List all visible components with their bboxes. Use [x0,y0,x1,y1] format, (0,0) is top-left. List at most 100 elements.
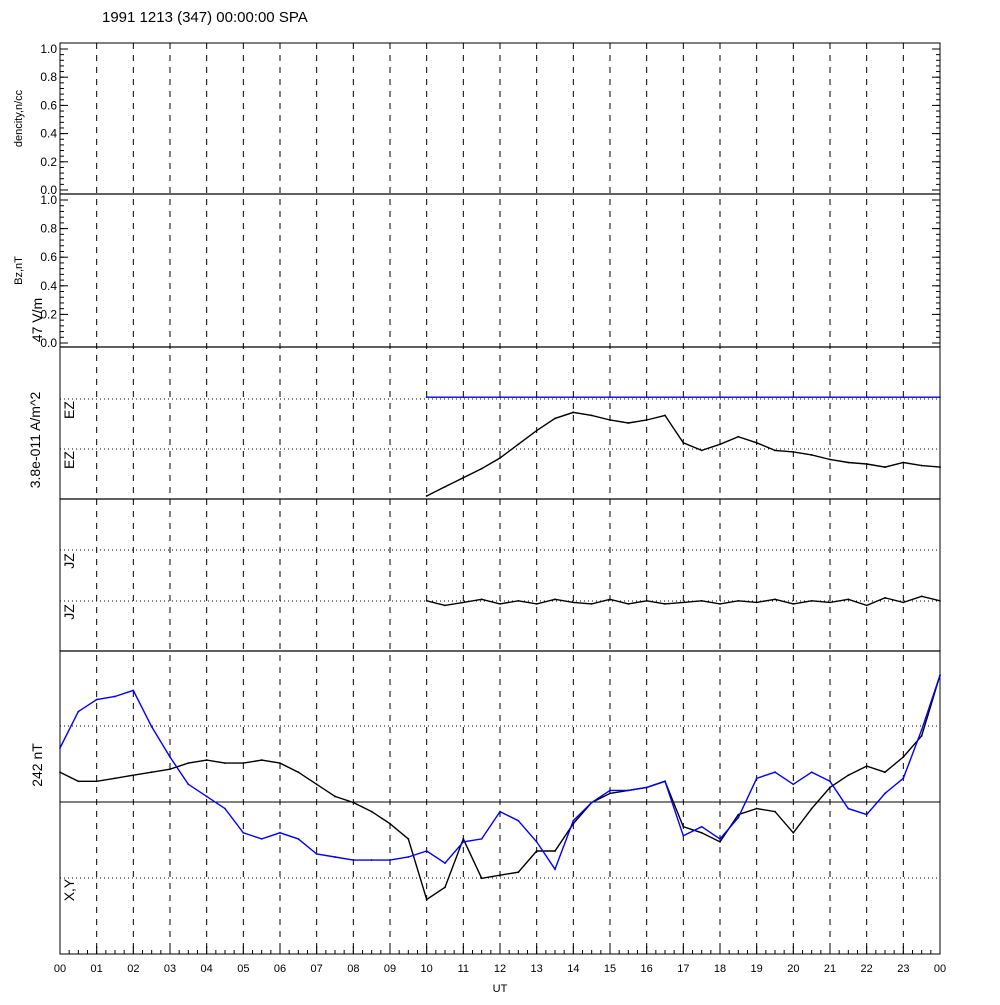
data-point [315,783,318,786]
data-point [792,450,795,453]
data-point [462,601,465,604]
data-point [535,602,538,605]
y-tick-label: 0.4 [40,127,57,141]
data-point [737,599,740,602]
y-tick-label: 0.8 [40,222,57,236]
data-point [590,801,593,804]
data-point [792,783,795,786]
data-point [737,816,740,819]
x-tick-label: 18 [714,963,726,975]
data-point [645,599,648,602]
data-point [499,457,501,459]
data-point [902,601,905,604]
data-point [884,596,886,599]
data-point [590,602,593,605]
data-point [150,771,153,774]
data-point [792,831,795,834]
data-point [682,834,685,837]
data-point [627,602,630,605]
data-point [810,599,813,602]
data-point [499,874,501,877]
data-point [884,792,886,795]
data-point [847,774,850,777]
data-point [774,598,776,601]
data-point [260,759,263,761]
data-point [572,819,575,822]
x-tick-label: 00 [934,963,946,975]
x-tick-label: 22 [861,963,873,975]
data-point [517,443,520,446]
data-point [847,807,850,810]
data-point [682,441,685,444]
data-point [664,602,666,605]
data-point [425,850,428,852]
data-point [902,756,905,758]
y-tick-label: 0.8 [40,70,57,84]
data-point [700,825,703,828]
x-tick-label: 00 [54,963,66,975]
data-point [535,396,538,399]
x-tick-label: 04 [201,963,213,975]
data-point [572,411,575,414]
x-tick-label: 11 [458,963,469,975]
data-point [572,601,575,604]
x-tick-label: 15 [604,963,616,975]
y-tick-label: 0.2 [40,155,57,169]
data-point [535,429,538,432]
data-point [462,476,465,479]
data-point [719,443,721,446]
data-point [224,762,226,765]
data-point [279,831,281,834]
data-point [664,780,666,783]
x-tick-label: 20 [787,963,799,975]
data-point [370,810,373,813]
data-point [334,795,336,798]
data-point [829,458,831,461]
data-point [205,759,208,761]
data-point [95,780,98,783]
data-point [829,601,831,604]
data-point [939,599,941,602]
data-point [444,604,446,607]
y-tick-label: 0.6 [40,250,57,264]
data-point [737,435,740,438]
data-point [847,461,850,464]
x-tick-label: 19 [751,963,763,975]
data-point [370,859,373,861]
data-point [645,396,648,399]
data-point [572,396,575,399]
data-point [260,837,263,840]
y-axis-label: dencity,n/cc [13,89,25,147]
data-point [792,602,795,605]
data-point [792,396,795,399]
data-point [169,756,171,758]
data-point [352,859,355,861]
data-point [462,396,465,399]
y-tick-label: 0.0 [40,183,57,197]
x-tick-label: 10 [421,963,433,975]
data-point [517,819,520,822]
trace-label: JZ [61,604,77,620]
data-point [865,813,868,816]
data-point [609,419,611,421]
data-point [334,856,336,858]
data-point [480,837,483,840]
data-point [114,777,116,780]
y-tick-label: 1.0 [40,42,57,56]
data-point [150,725,153,728]
data-point [700,831,703,834]
data-point [719,837,721,840]
data-point [425,495,428,497]
x-tick-label: 09 [384,963,396,975]
data-point [865,396,868,399]
data-point [554,850,556,852]
data-point [719,602,721,605]
data-point [224,807,226,810]
data-point [389,822,391,825]
data-point [755,441,758,444]
data-point [132,689,135,692]
data-point [829,780,831,783]
data-point [389,859,391,861]
data-point [554,868,556,871]
